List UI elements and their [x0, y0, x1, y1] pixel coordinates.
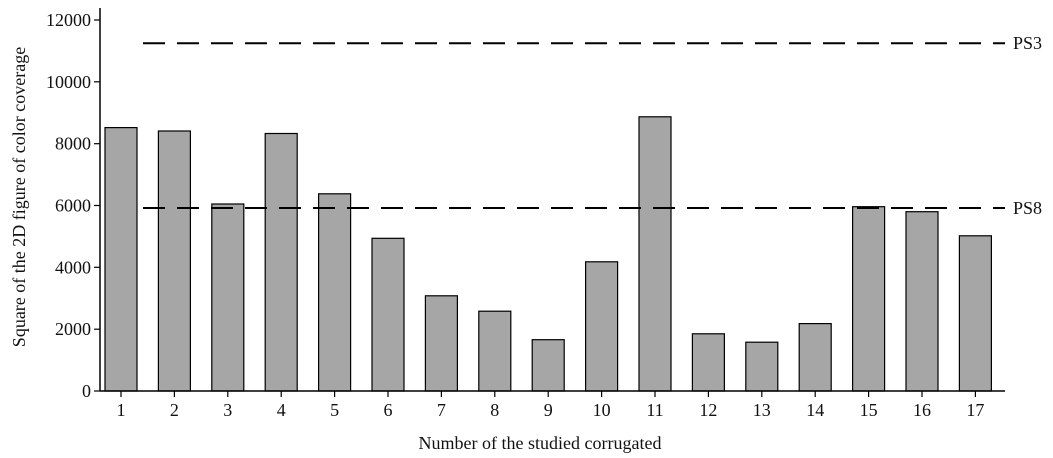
x-tick-label: 14 [806, 400, 824, 420]
bar-5 [318, 193, 352, 392]
y-tick-label: 8000 [55, 134, 91, 154]
bar-7 [424, 295, 458, 392]
x-tick-label: 10 [593, 400, 611, 420]
x-tick-label: 9 [544, 400, 553, 420]
bar-12 [691, 333, 726, 392]
y-tick-label: 12000 [46, 10, 91, 30]
bar-13 [745, 341, 779, 392]
x-tick-label: 2 [170, 400, 179, 420]
bars-group [104, 116, 993, 392]
x-tick-label: 11 [646, 400, 663, 420]
reference-label-ps3: PS3 [1013, 33, 1042, 53]
y-tick-label: 0 [82, 381, 91, 401]
x-tick-label: 13 [753, 400, 771, 420]
x-tick-label: 15 [860, 400, 878, 420]
x-tick-label: 5 [330, 400, 339, 420]
reference-label-ps8: PS8 [1013, 198, 1042, 218]
x-tick-label: 7 [437, 400, 446, 420]
y-tick-label: 10000 [46, 72, 91, 92]
x-tick-label: 1 [117, 400, 126, 420]
bar-9 [531, 339, 565, 392]
y-ticks-group: 0 2000 4000 6000 8000 10000 12000 [46, 10, 100, 401]
bar-16 [905, 211, 939, 392]
bar-2 [157, 130, 191, 392]
bar-4 [264, 132, 298, 392]
x-ticks-group: 1 2 3 4 5 6 7 8 9 10 11 12 13 14 15 16 17 [117, 391, 984, 420]
bar-14 [798, 323, 832, 392]
bar-1 [104, 126, 138, 392]
reference-lines-group: PS3 PS8 [143, 33, 1042, 218]
bar-15 [851, 206, 886, 392]
y-tick-label: 4000 [55, 257, 91, 277]
y-tick-label: 6000 [55, 196, 91, 216]
x-tick-label: 16 [913, 400, 931, 420]
y-axis-title: Square of the 2D figure of color coverag… [9, 47, 29, 347]
bar-3 [211, 203, 245, 392]
x-tick-label: 12 [699, 400, 717, 420]
x-tick-label: 3 [223, 400, 232, 420]
x-tick-label: 6 [384, 400, 393, 420]
x-tick-label: 4 [277, 400, 286, 420]
x-tick-label: 17 [966, 400, 984, 420]
bar-11 [638, 116, 672, 392]
x-tick-label: 8 [490, 400, 499, 420]
bar-8 [478, 310, 512, 392]
bar-10 [584, 261, 619, 392]
y-tick-label: 2000 [55, 319, 91, 339]
bar-17 [958, 235, 993, 392]
bar-6 [371, 237, 405, 392]
x-axis-title: Number of the studied corrugated [419, 433, 662, 453]
